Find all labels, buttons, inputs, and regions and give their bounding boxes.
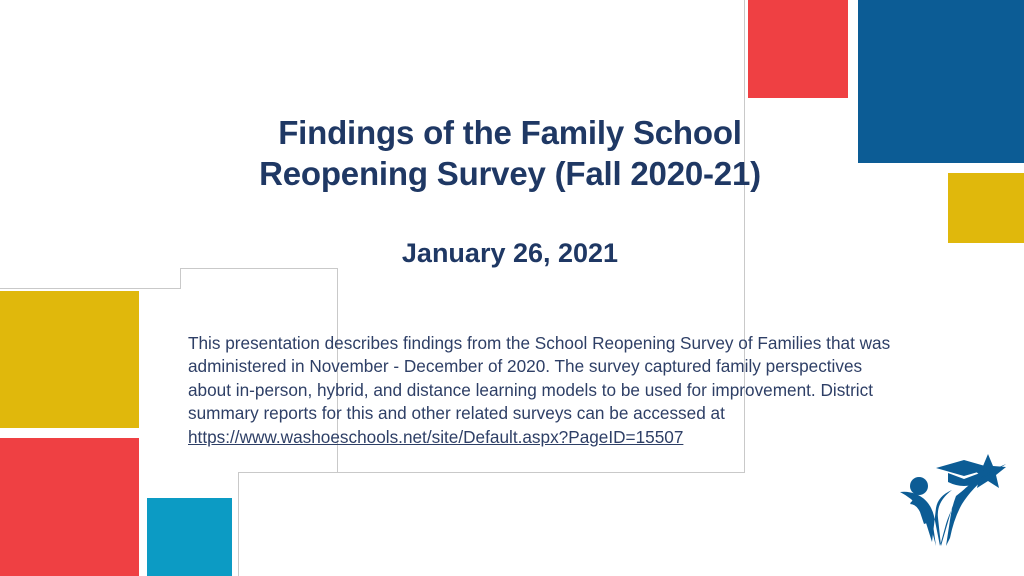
- logo-stroke-body-right: [946, 474, 990, 546]
- guide-vertical-mid: [337, 268, 338, 473]
- logo-stroke-inner: [910, 502, 936, 546]
- guide-vertical-right: [744, 0, 745, 472]
- title-line-1: Findings of the Family School: [278, 114, 742, 151]
- guide-horizontal-lower: [238, 472, 745, 473]
- red-block-top-right: [748, 0, 848, 98]
- guide-vertical-upper-left: [180, 268, 181, 289]
- washoe-county-school-district-logo: [896, 446, 1008, 550]
- title-line-2: Reopening Survey (Fall 2020-21): [259, 155, 761, 192]
- yellow-block-right: [948, 173, 1024, 243]
- guide-horizontal-upper: [180, 268, 338, 269]
- figure-head-left: [910, 477, 928, 495]
- slide-body-text: This presentation describes findings fro…: [188, 332, 894, 449]
- red-block-bottom-left: [0, 438, 139, 576]
- survey-reports-link[interactable]: https://www.washoeschools.net/site/Defau…: [188, 426, 684, 447]
- figure-body-left: [910, 498, 930, 524]
- guide-vertical-lower-left: [238, 472, 239, 576]
- body-paragraph: This presentation describes findings fro…: [188, 333, 891, 424]
- slide-title: Findings of the Family School Reopening …: [160, 112, 860, 194]
- yellow-block-left: [0, 291, 139, 428]
- guide-horizontal-left-edge: [0, 288, 181, 289]
- blue-block-top-right: [858, 0, 1024, 163]
- cyan-block-bottom-left: [147, 498, 232, 576]
- graduation-cap-base: [948, 473, 980, 486]
- graduation-cap-icon: [936, 460, 992, 476]
- slide-date: January 26, 2021: [401, 238, 619, 268]
